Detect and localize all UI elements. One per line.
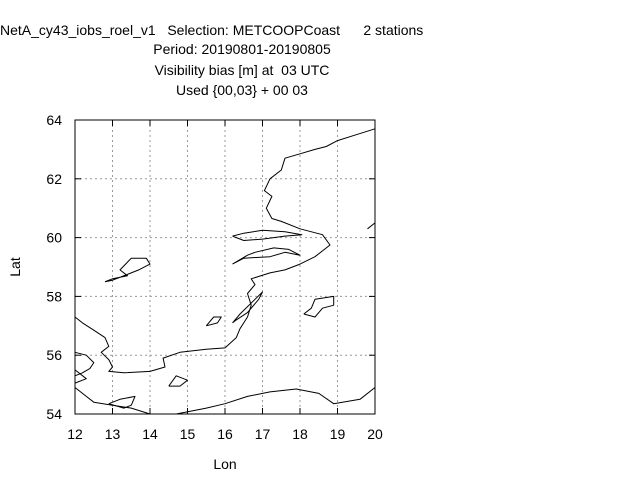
chart-title: NetA_cy43_iobs_roel_v1 Selection: METCOO…: [0, 22, 424, 38]
x-tick-label: 20: [367, 426, 383, 442]
x-axis-label: Lon: [213, 456, 236, 472]
coastlines: [74, 128, 376, 415]
x-tick-label: 16: [217, 426, 233, 442]
coastline-segment: [74, 351, 95, 377]
y-tick-label: 62: [46, 171, 62, 187]
coastline-segment: [303, 295, 335, 318]
chart-subtitle-period: Period: 20190801-20190805: [153, 41, 331, 57]
coastline-segment: [367, 222, 376, 230]
x-tick-label: 12: [67, 426, 83, 442]
coastline-segment: [232, 291, 263, 324]
coastline-segment: [205, 316, 222, 327]
y-tick-label: 58: [46, 288, 62, 304]
x-tick-label: 19: [330, 426, 346, 442]
coastline-segment: [74, 128, 376, 374]
chart-subtitle-variable: Visibility bias [m] at 03 UTC: [154, 62, 330, 78]
y-axis-label: Lat: [7, 257, 23, 277]
coastline-segment: [176, 387, 376, 415]
x-axis-ticks: 12 13 14 15 16 17 18 19 20: [67, 120, 383, 442]
x-tick-label: 14: [142, 426, 158, 442]
coastline-segment: [104, 257, 151, 283]
coastline-segment: [232, 247, 301, 265]
coastline-segment: [74, 369, 87, 384]
grid-lines: [75, 120, 375, 414]
coastline-segment: [232, 229, 303, 241]
y-axis-ticks: 54 56 58 60 62 64: [46, 112, 375, 422]
coastline-segment: [108, 395, 136, 409]
coastline-segment: [168, 375, 188, 387]
x-tick-label: 13: [105, 426, 121, 442]
x-tick-label: 15: [180, 426, 196, 442]
y-tick-label: 64: [46, 112, 62, 128]
y-tick-label: 54: [46, 406, 62, 422]
coastline-segment: [74, 387, 151, 415]
x-tick-label: 17: [255, 426, 271, 442]
y-tick-label: 56: [46, 347, 62, 363]
x-tick-label: 18: [292, 426, 308, 442]
y-tick-label: 60: [46, 230, 62, 246]
chart-subtitle-used: Used {00,03} + 00 03: [176, 82, 308, 98]
